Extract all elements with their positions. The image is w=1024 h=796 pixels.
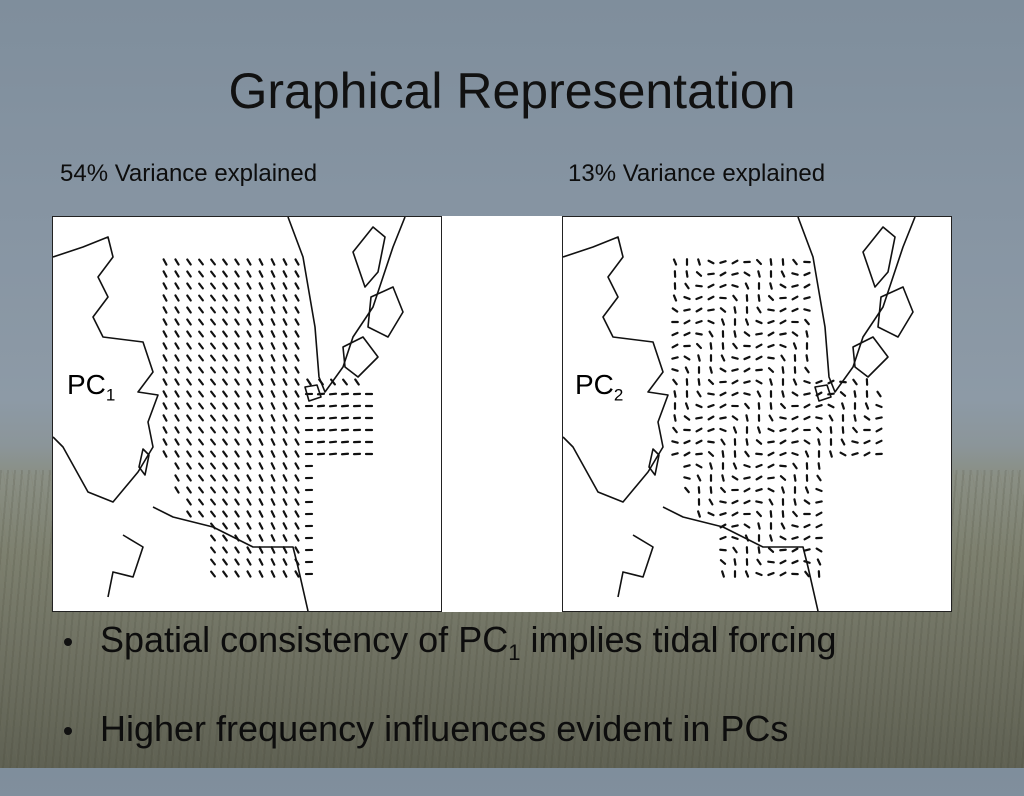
right-variance-caption: 13% Variance explained xyxy=(568,160,825,188)
figure-panel: PC1 PC2 xyxy=(52,216,952,612)
bullet-list: Spatial consistency of PC1 implies tidal… xyxy=(60,618,1000,796)
pc2-vector-field xyxy=(563,217,951,611)
pc1-map: PC1 xyxy=(52,216,442,612)
left-variance-caption: 54% Variance explained xyxy=(60,160,317,188)
slide-title: Graphical Representation xyxy=(0,62,1024,120)
bullet-dot-icon xyxy=(64,638,72,646)
bullet-item: Higher frequency influences evident in P… xyxy=(60,707,1000,764)
pc2-label: PC2 xyxy=(573,369,625,406)
bullet-dot-icon xyxy=(64,727,72,735)
bullet-item: Spatial consistency of PC1 implies tidal… xyxy=(60,618,1000,675)
pc2-map: PC2 xyxy=(562,216,952,612)
pc1-vector-field xyxy=(53,217,441,611)
pc1-label: PC1 xyxy=(65,369,117,406)
